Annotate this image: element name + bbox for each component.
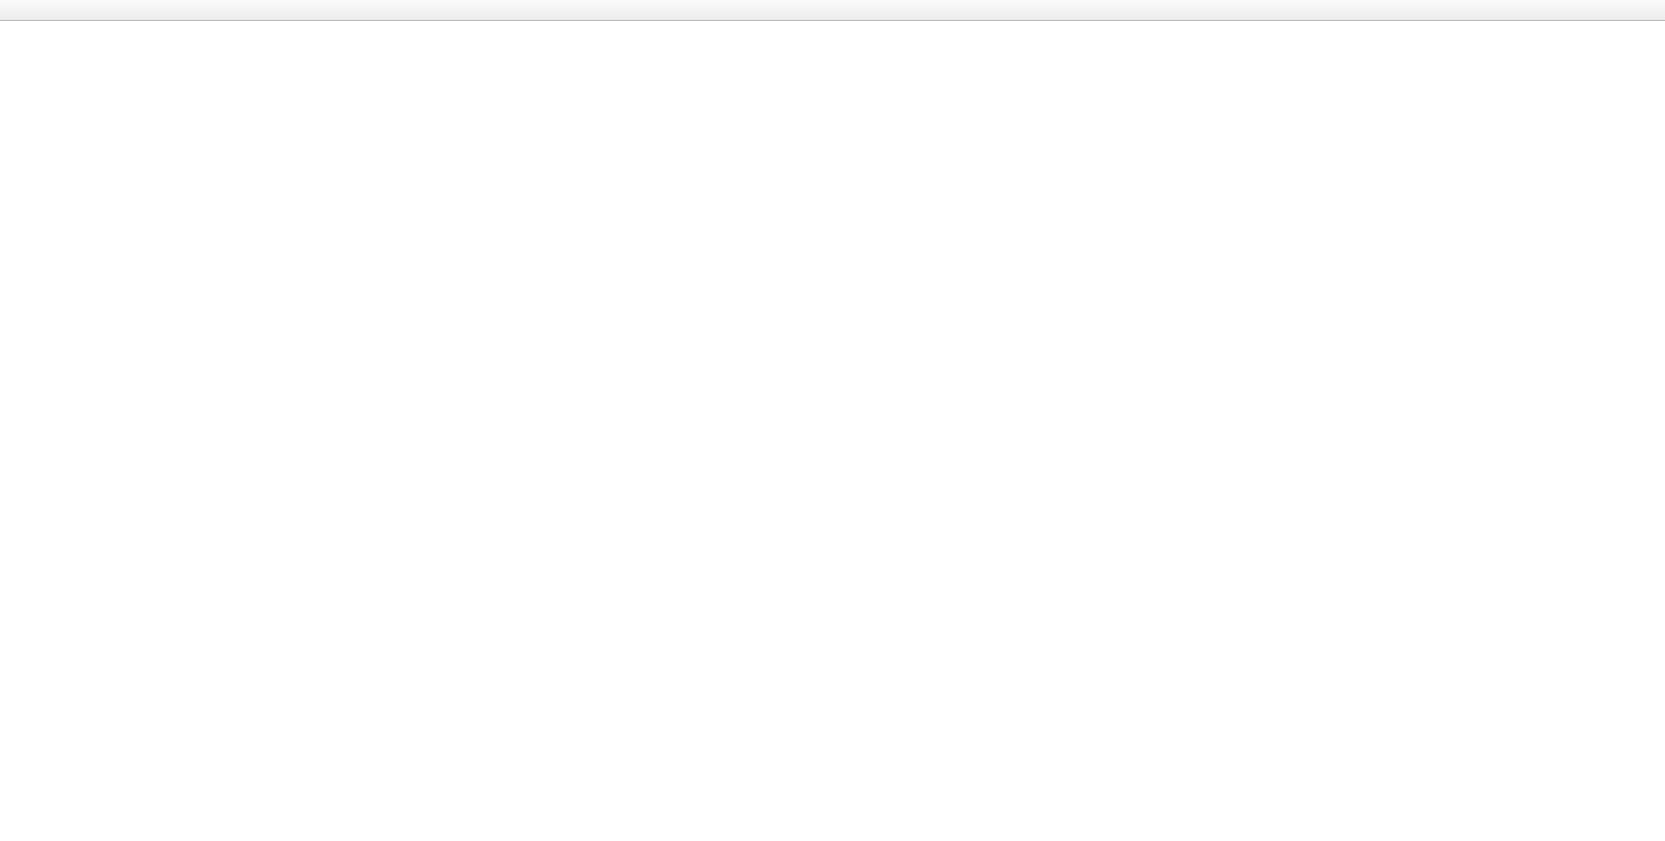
chart-title-row <box>7 27 35 69</box>
rsi-panel-label <box>7 712 26 754</box>
toolbar <box>0 0 1665 21</box>
macd-panel-label <box>7 599 26 641</box>
